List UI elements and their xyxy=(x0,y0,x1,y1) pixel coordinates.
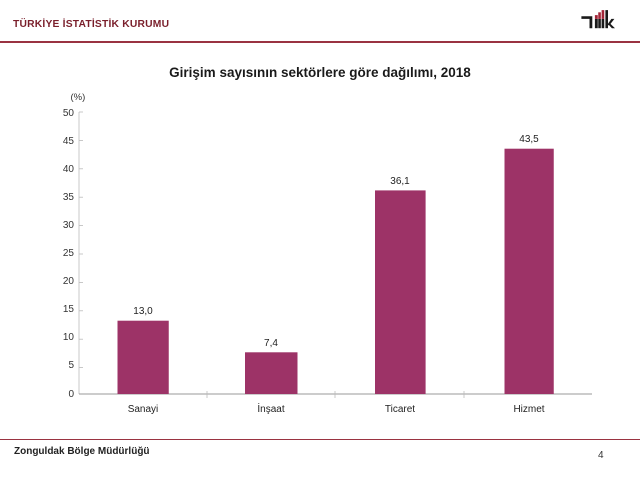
svg-text:20: 20 xyxy=(63,276,75,287)
svg-text:13,0: 13,0 xyxy=(133,306,153,317)
svg-text:40: 40 xyxy=(63,164,75,175)
svg-text:25: 25 xyxy=(63,248,75,259)
svg-text:45: 45 xyxy=(63,136,75,147)
svg-text:43,5: 43,5 xyxy=(519,134,539,145)
svg-text:7,4: 7,4 xyxy=(264,338,278,349)
svg-text:Sanayi: Sanayi xyxy=(128,404,159,415)
svg-text:15: 15 xyxy=(63,304,75,315)
svg-text:50: 50 xyxy=(63,108,75,119)
svg-text:35: 35 xyxy=(63,192,75,203)
svg-text:30: 30 xyxy=(63,220,75,231)
svg-text:5: 5 xyxy=(68,360,74,371)
svg-text:10: 10 xyxy=(63,332,75,343)
svg-text:0: 0 xyxy=(68,389,74,400)
svg-text:İnşaat: İnşaat xyxy=(257,402,284,415)
svg-text:Ticaret: Ticaret xyxy=(385,404,415,415)
svg-text:Hizmet: Hizmet xyxy=(513,404,544,415)
svg-text:36,1: 36,1 xyxy=(390,176,410,187)
svg-text:(%): (%) xyxy=(71,92,86,103)
